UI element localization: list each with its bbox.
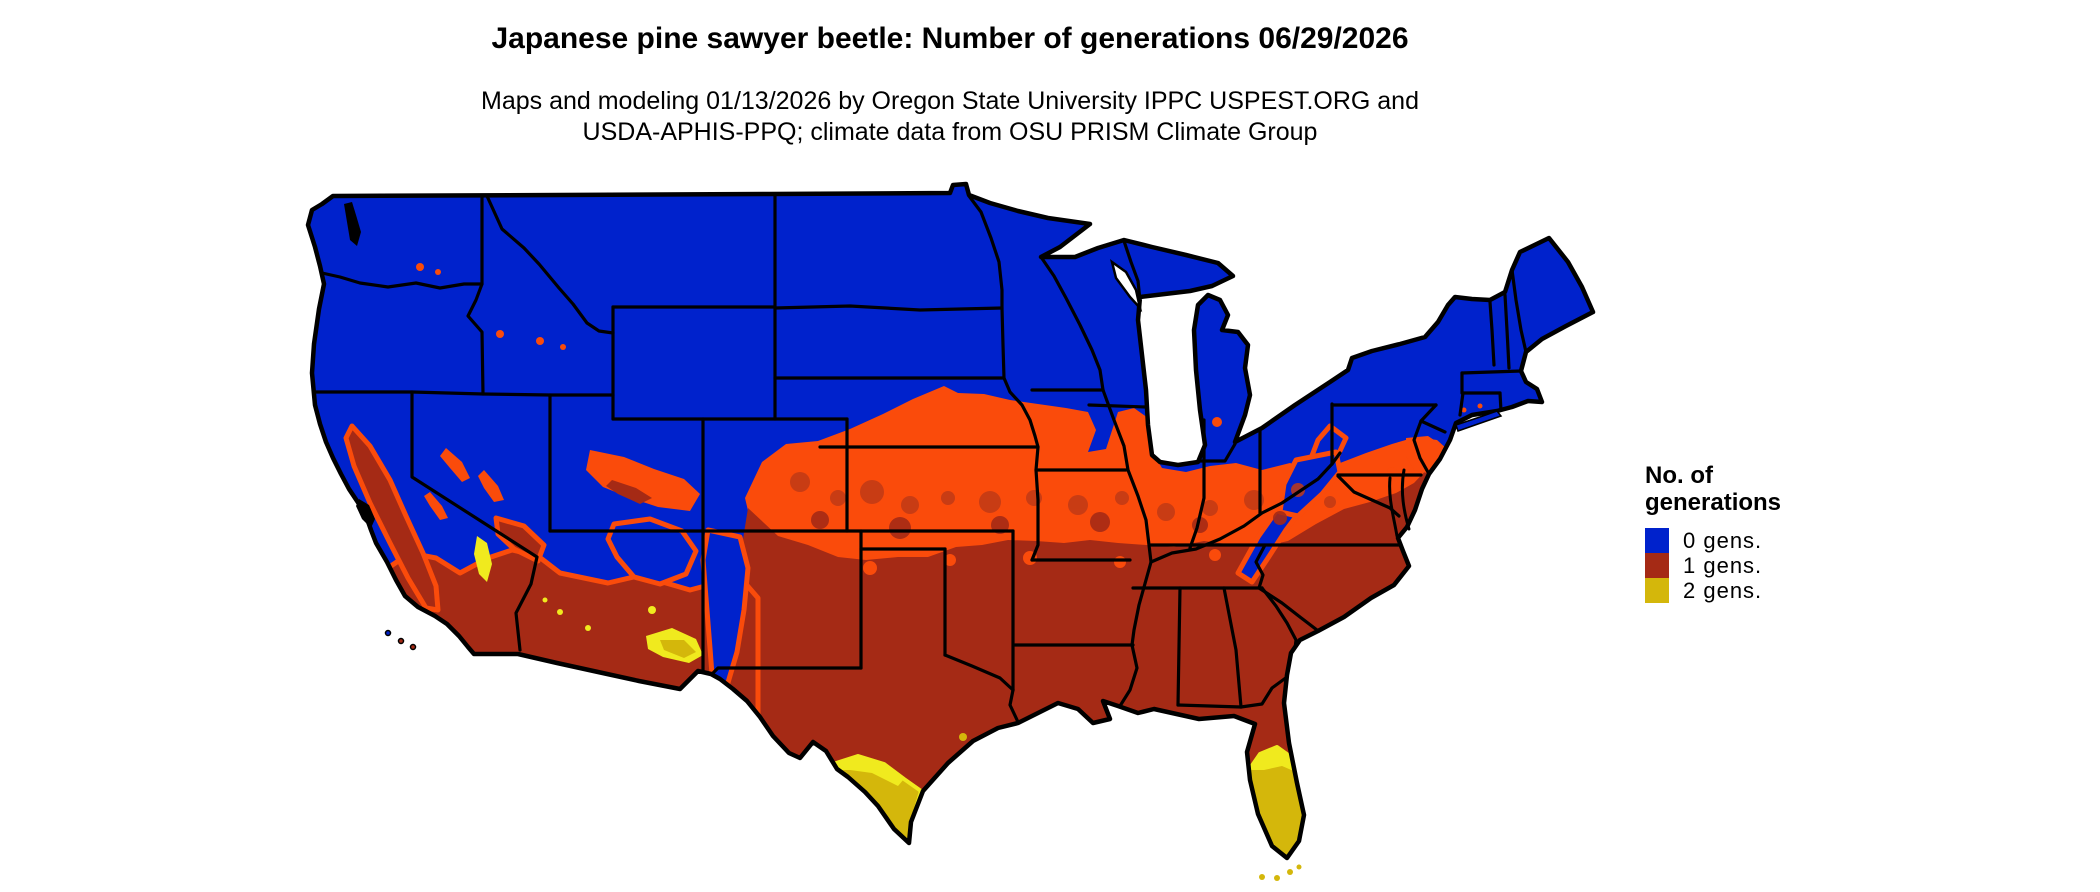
channel-islands bbox=[384, 629, 417, 651]
puget-sound bbox=[344, 202, 361, 246]
subtitle-line-2: USDA-APHIS-PPQ; climate data from OSU PR… bbox=[582, 118, 1318, 146]
zone-nevada-orange-streaks bbox=[424, 448, 504, 520]
subtitle-line-1: Maps and modeling 01/13/2026 by Oregon S… bbox=[481, 87, 1419, 115]
chesapeake-bay bbox=[1388, 468, 1411, 538]
desert-yellow-dots bbox=[542, 597, 656, 631]
long-island bbox=[1455, 410, 1503, 432]
corpus-christi-yellow-dot bbox=[959, 733, 967, 741]
legend-title-line-1: No. of bbox=[1645, 462, 1713, 489]
zone-arizona-mountains-blue bbox=[605, 516, 699, 587]
legend-title: No. of generations bbox=[1645, 462, 1781, 516]
legend-swatch-0-gens bbox=[1645, 528, 1669, 553]
legend-label-0-gens: 0 gens. bbox=[1683, 527, 1763, 553]
legend-item-0-gens: 0 gens. bbox=[1645, 528, 1781, 553]
zone-death-valley-yellow bbox=[474, 536, 492, 582]
zone-arizona-yellow-core bbox=[660, 640, 696, 658]
legend-item-2-gens: 2 gens. bbox=[1645, 578, 1781, 603]
green-bay bbox=[1109, 259, 1143, 313]
legend-title-line-2: generations bbox=[1645, 489, 1782, 516]
zone-south-florida-bright-fringe bbox=[1249, 747, 1296, 772]
legend-label-2-gens: 2 gens. bbox=[1683, 577, 1763, 603]
florida-keys bbox=[1259, 864, 1302, 881]
legend-swatch-1-gens bbox=[1645, 553, 1669, 578]
us-landmass-outline bbox=[305, 181, 1596, 861]
san-francisco-bay bbox=[356, 499, 375, 528]
state-borders bbox=[314, 192, 1528, 724]
zone-vegas-red bbox=[493, 515, 547, 564]
legend-label-1-gens: 1 gens. bbox=[1683, 552, 1763, 578]
figure-subtitle: Maps and modeling 01/13/2026 by Oregon S… bbox=[481, 86, 1419, 148]
zone-utah-orange bbox=[586, 450, 700, 511]
legend-item-1-gens: 1 gens. bbox=[1645, 553, 1781, 578]
figure-title: Japanese pine sawyer beetle: Number of g… bbox=[491, 22, 1409, 55]
generation-zones bbox=[308, 184, 1593, 858]
zone-utah-red-core bbox=[606, 480, 652, 504]
zone-south-texas-bright-fringe bbox=[833, 756, 904, 786]
legend-swatch-2-gens bbox=[1645, 578, 1669, 603]
legend: No. of generations 0 gens. 1 gens. 2 gen… bbox=[1645, 462, 1781, 603]
zone-central-valley-red bbox=[343, 423, 441, 613]
